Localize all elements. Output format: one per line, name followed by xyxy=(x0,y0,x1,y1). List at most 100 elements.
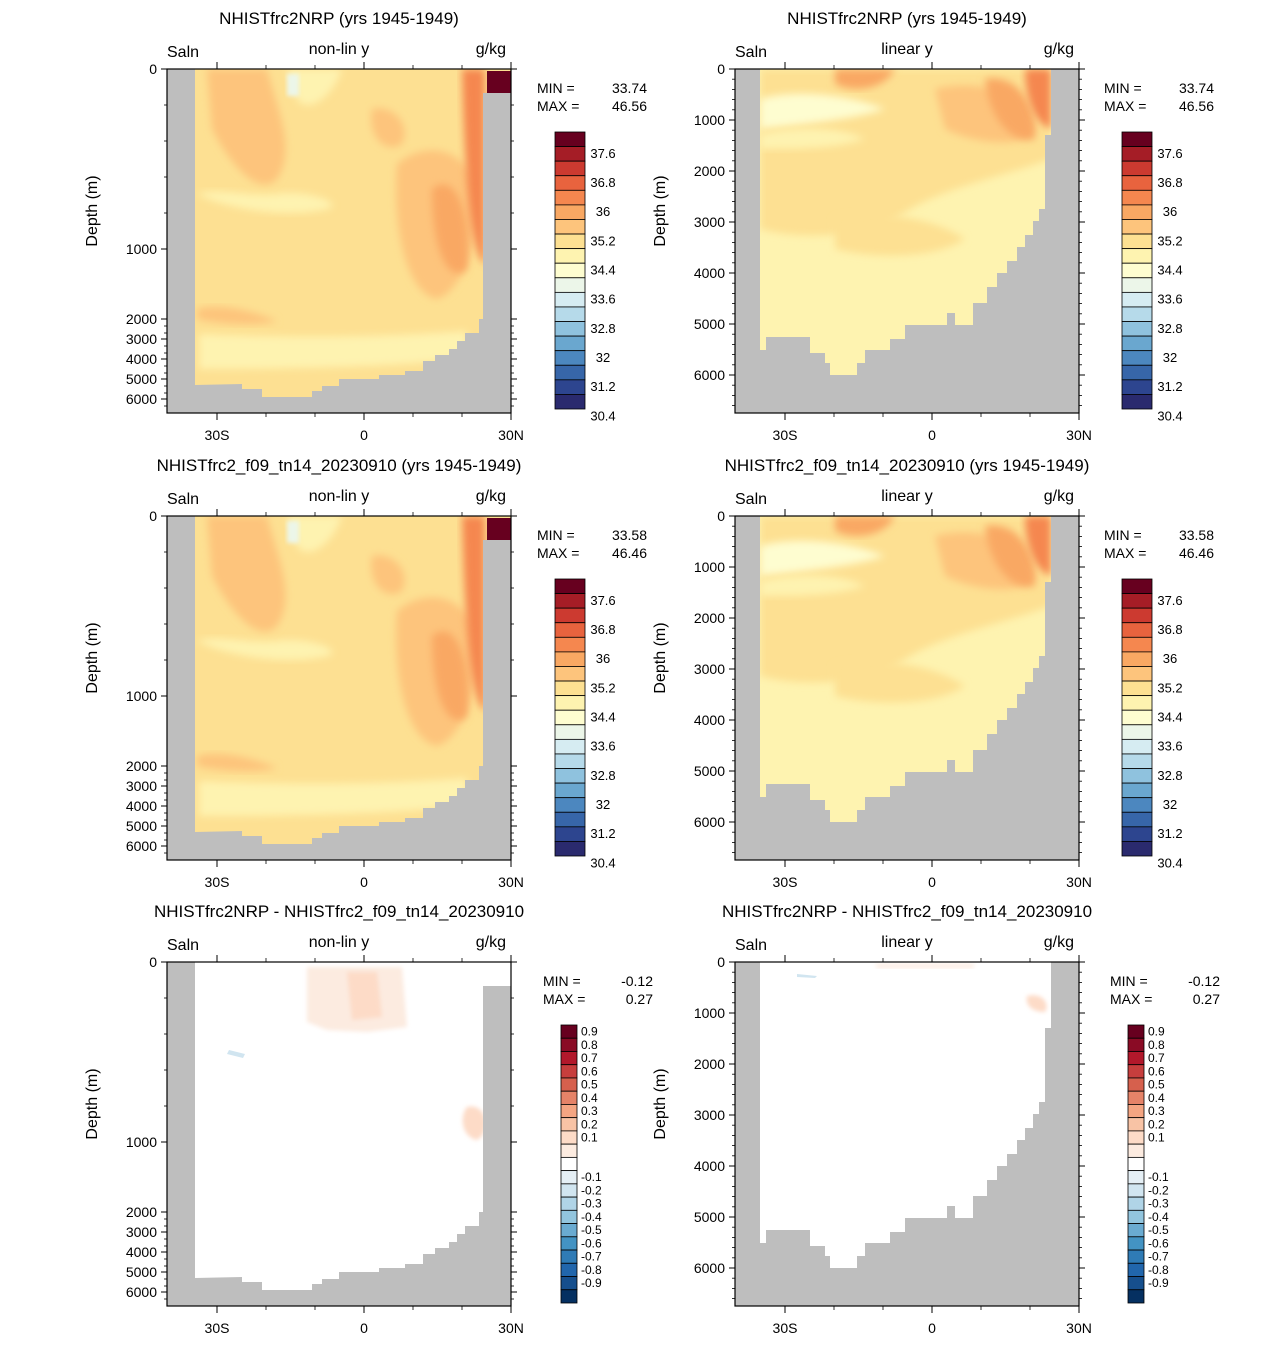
colorbar-swatch xyxy=(1121,753,1153,769)
colorbar-swatch xyxy=(554,797,586,813)
salinity-contour xyxy=(835,69,895,89)
difference-contour xyxy=(227,1050,245,1058)
panel-5: NHISTfrc2NRP - NHISTfrc2_f09_tn14_202309… xyxy=(84,902,653,1336)
colorbar xyxy=(1127,1024,1145,1304)
center-label: linear y xyxy=(881,41,933,58)
x-tick-label: 30S xyxy=(205,1320,230,1336)
colorbar-swatch xyxy=(554,709,586,726)
right-label: g/kg xyxy=(476,41,506,58)
colorbar-label: 30.4 xyxy=(1157,855,1182,870)
colorbar-swatch xyxy=(1127,1223,1145,1238)
colorbar-swatch xyxy=(560,1024,578,1039)
colorbar-label: 31.2 xyxy=(1157,826,1182,841)
colorbar-swatch xyxy=(1121,768,1153,784)
colorbar-label: 32.8 xyxy=(1157,321,1182,336)
colorbar-label: 33.6 xyxy=(1157,292,1182,307)
colorbar-swatch xyxy=(560,1289,578,1304)
max-value: 46.46 xyxy=(1179,545,1214,561)
y-tick-label: 3000 xyxy=(126,778,157,794)
colorbar-swatch xyxy=(554,636,586,653)
right-label: g/kg xyxy=(1044,41,1074,58)
colorbar-label: 31.2 xyxy=(590,826,615,841)
colorbar xyxy=(560,1024,578,1304)
colorbar-swatch xyxy=(560,1130,578,1145)
colorbar-swatch xyxy=(1121,262,1153,279)
colorbar-swatch xyxy=(1127,1090,1145,1105)
colorbar-label: -0.9 xyxy=(1148,1276,1169,1290)
colorbar-swatch xyxy=(554,175,586,191)
min-label: MIN = xyxy=(1104,527,1142,543)
y-tick-label: 6000 xyxy=(126,838,157,854)
x-tick-label: 0 xyxy=(360,427,368,443)
colorbar-label: 0.3 xyxy=(581,1104,598,1118)
colorbar-swatch xyxy=(554,811,586,828)
min-value: 33.74 xyxy=(612,80,647,96)
colorbar-label: 34.4 xyxy=(1157,710,1182,725)
salinity-contour xyxy=(760,128,865,149)
min-value: -0.12 xyxy=(621,973,653,989)
y-tick-label: 3000 xyxy=(694,1107,725,1123)
colorbar-swatch xyxy=(554,593,586,609)
y-tick-label: 6000 xyxy=(694,1260,725,1276)
y-tick-label: 2000 xyxy=(694,163,725,179)
colorbar-swatch xyxy=(1121,578,1153,594)
colorbar-swatch xyxy=(560,1104,578,1119)
left-label: Saln xyxy=(167,491,199,508)
y-axis-label: Depth (m) xyxy=(652,175,669,246)
colorbar-swatch xyxy=(554,335,586,352)
colorbar xyxy=(554,578,586,857)
colorbar-swatch xyxy=(1121,291,1153,308)
colorbar-swatch xyxy=(1121,335,1153,352)
colorbar-swatch xyxy=(554,248,586,264)
colorbar-swatch xyxy=(1121,593,1153,609)
colorbar-swatch xyxy=(1127,1289,1145,1304)
colorbar-swatch xyxy=(1121,826,1153,842)
plot-frame xyxy=(166,68,512,414)
colorbar-label: -0.1 xyxy=(581,1170,602,1184)
y-tick-label: 5000 xyxy=(126,1264,157,1280)
colorbar-label: -0.4 xyxy=(1148,1210,1169,1224)
colorbar-swatch xyxy=(560,1262,578,1277)
colorbar-swatch xyxy=(1121,651,1153,667)
colorbar-label: 0.1 xyxy=(581,1131,598,1145)
colorbar-swatch xyxy=(554,350,586,366)
right-label: g/kg xyxy=(476,934,506,951)
y-tick-label: 3000 xyxy=(126,1224,157,1240)
colorbar-label: 36.8 xyxy=(1157,175,1182,190)
colorbar-swatch xyxy=(560,1170,578,1185)
colorbar-swatch xyxy=(560,1236,578,1251)
plot-area xyxy=(167,69,511,413)
colorbar-label: 30.4 xyxy=(590,855,615,870)
salinity-contour xyxy=(1025,516,1051,576)
colorbar-label: 34.4 xyxy=(590,710,615,725)
y-tick-label: 5000 xyxy=(694,316,725,332)
center-label: linear y xyxy=(881,934,933,951)
colorbar-swatch xyxy=(1121,709,1153,726)
y-tick-label: 1000 xyxy=(694,112,725,128)
colorbar-label: -0.6 xyxy=(1148,1236,1169,1250)
colorbar-label: 35.2 xyxy=(1157,233,1182,248)
colorbar-label: 31.2 xyxy=(1157,379,1182,394)
center-label: non-lin y xyxy=(309,41,369,58)
y-tick-label: 6000 xyxy=(694,367,725,383)
colorbar-swatch xyxy=(1127,1170,1145,1185)
min-label: MIN = xyxy=(537,80,575,96)
y-axis-label: Depth (m) xyxy=(84,622,101,693)
plot-area xyxy=(167,516,511,860)
salinity-contour xyxy=(432,184,468,274)
colorbar-swatch xyxy=(554,826,586,842)
y-tick-label: 2000 xyxy=(694,610,725,626)
colorbar-swatch xyxy=(554,738,586,755)
difference-contour xyxy=(462,1106,486,1140)
max-label: MAX = xyxy=(1104,98,1146,114)
land-mask xyxy=(735,962,1079,1306)
colorbar-swatch xyxy=(1127,1249,1145,1264)
max-cell xyxy=(487,71,511,93)
y-axis-label: Depth (m) xyxy=(84,1068,101,1139)
left-label: Saln xyxy=(167,937,199,954)
colorbar-swatch xyxy=(1121,695,1153,711)
y-tick-label: 0 xyxy=(717,954,725,970)
colorbar xyxy=(1121,578,1153,857)
colorbar-swatch xyxy=(1121,306,1153,322)
colorbar-swatch xyxy=(560,1276,578,1291)
